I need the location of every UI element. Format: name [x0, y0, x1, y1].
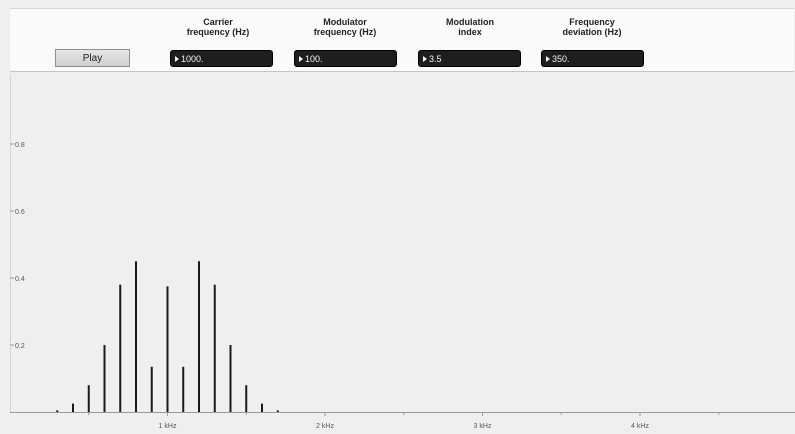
triangle-right-icon — [546, 55, 550, 62]
spectrum-bar — [198, 261, 200, 412]
modulator-frequency-label: Modulator frequency (Hz) — [313, 17, 377, 37]
carrier-frequency-value: 1000. — [181, 53, 204, 64]
spectrum-bar — [213, 284, 216, 412]
y-ticks: 0.2 0.4 0.6 0.8 — [10, 142, 25, 350]
spectrum-bar — [72, 403, 74, 412]
modulator-frequency-number-box[interactable]: 100. — [294, 50, 397, 67]
carrier-frequency-number-box[interactable]: 1000. — [170, 50, 273, 67]
spectrum-bar — [150, 366, 153, 412]
x-tick-label: 1 kHz — [159, 423, 177, 430]
y-tick-label: 0.4 — [15, 276, 25, 283]
y-tick-label: 0.2 — [15, 343, 25, 350]
y-tick-label: 0.6 — [15, 209, 25, 216]
x-tick-label: 2 kHz — [316, 423, 334, 430]
spectrum-bar — [276, 410, 279, 412]
carrier-frequency-label: Carrier frequency (Hz) — [186, 17, 250, 37]
modulation-index-number-box[interactable]: 3.5 — [418, 50, 521, 67]
spectrum-bar — [87, 385, 90, 412]
spectrum-background — [0, 75, 795, 434]
frequency-deviation-label: Frequency deviation (Hz) — [562, 17, 622, 37]
spectrum-bar — [245, 385, 248, 412]
control-panel — [10, 8, 794, 72]
spectrum-bars — [56, 261, 279, 412]
modulation-index-label: Modulation index — [446, 17, 494, 37]
spectrum-bar — [135, 261, 137, 412]
x-tick-label: 3 kHz — [474, 423, 492, 430]
spectrum-bar — [229, 345, 232, 412]
triangle-right-icon — [423, 55, 427, 62]
modulator-frequency-value: 100. — [305, 53, 323, 64]
triangle-right-icon — [175, 55, 179, 62]
x-ticks: 1 kHz 2 kHz 3 kHz 4 kHz — [88, 412, 720, 430]
frequency-deviation-value: 350. — [552, 53, 570, 64]
y-tick-label: 0.8 — [15, 142, 25, 149]
modulation-index-value: 3.5 — [429, 53, 442, 64]
play-button[interactable]: Play — [55, 49, 130, 67]
spectrum-bar — [182, 366, 185, 412]
spectrum-bar — [261, 403, 263, 412]
spectrum-bar — [56, 410, 59, 412]
spectrum-bar — [166, 286, 169, 412]
frequency-deviation-number-box[interactable]: 350. — [541, 50, 644, 67]
triangle-right-icon — [299, 55, 303, 62]
spectrum-bar — [103, 345, 106, 412]
x-tick-label: 4 kHz — [631, 423, 649, 430]
spectrum-bar — [119, 284, 122, 412]
spectrum-display: 0.2 0.4 0.6 0.8 1 kHz 2 kHz 3 kHz 4 kHz — [0, 75, 795, 434]
